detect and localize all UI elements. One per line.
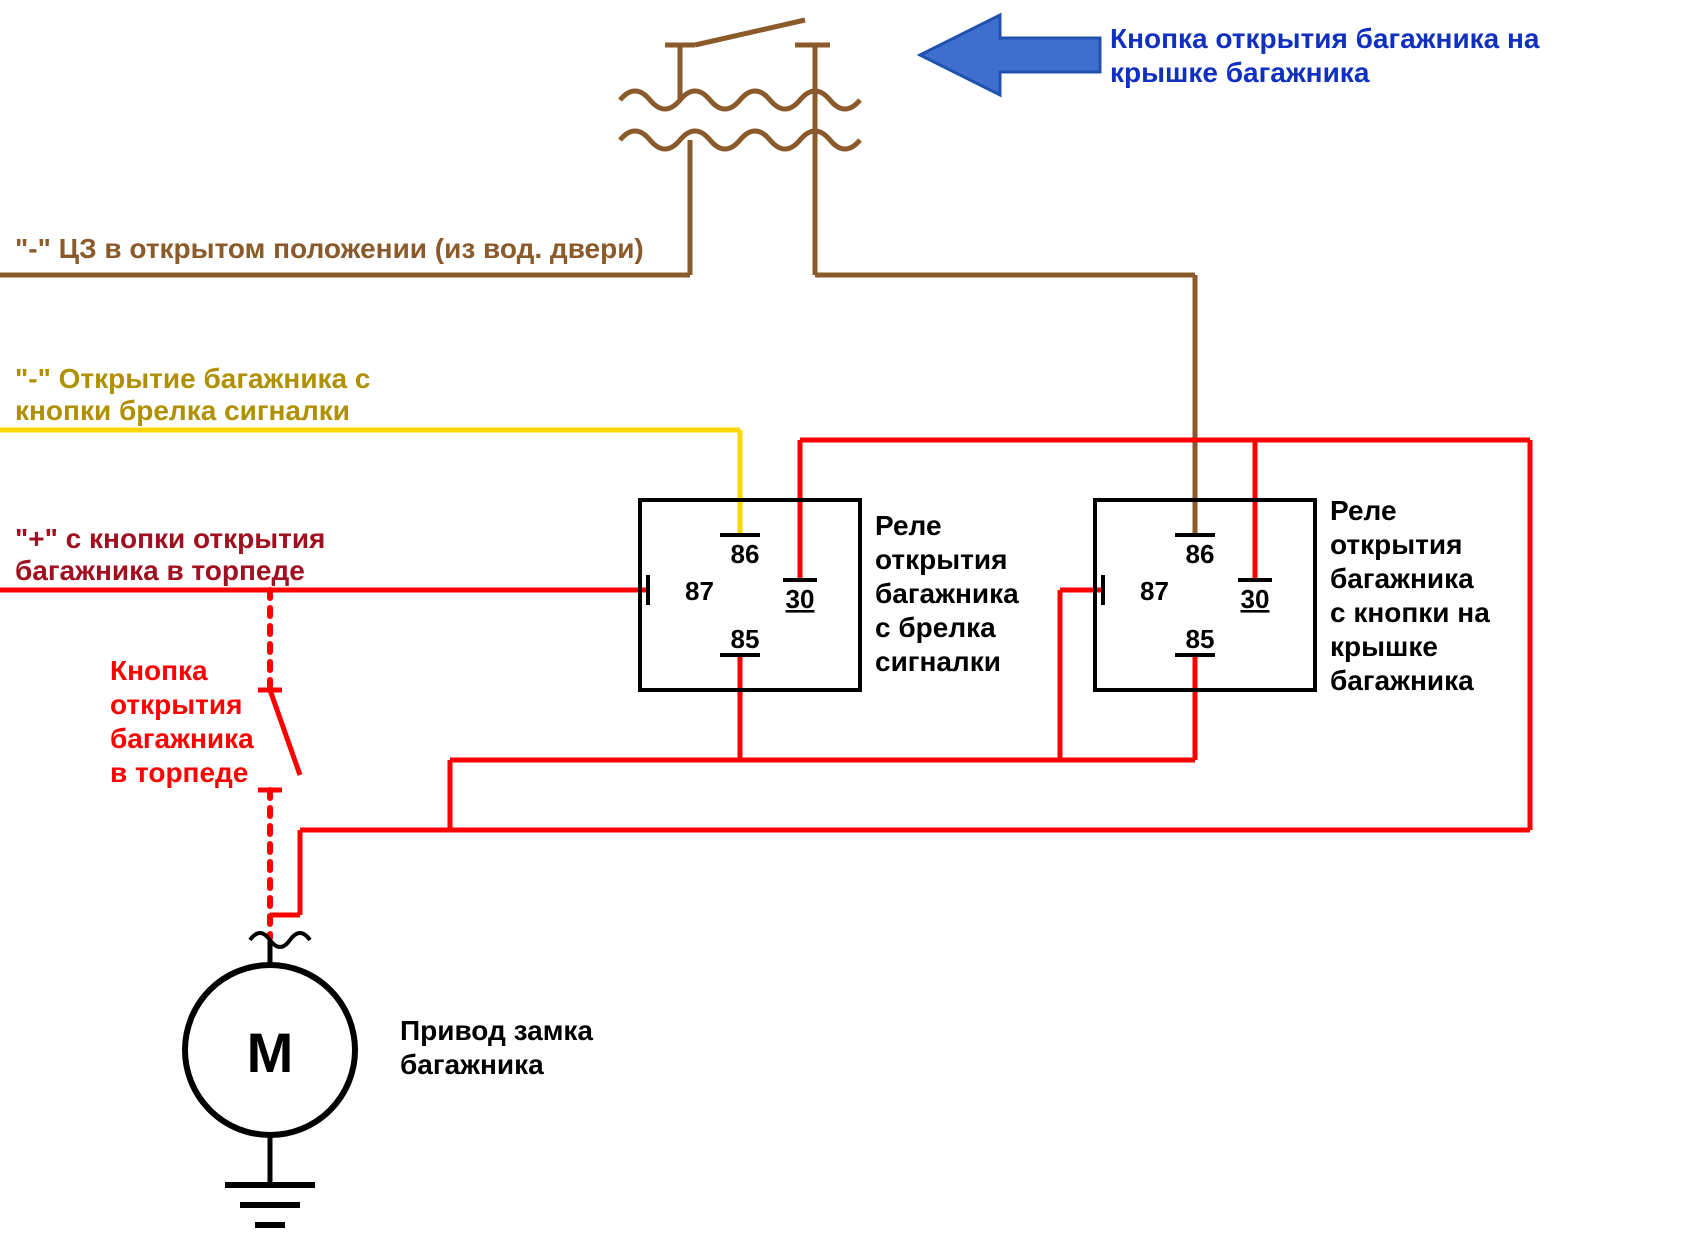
relay-right-box — [1095, 500, 1315, 690]
label-relay-right-l3: багажника — [1330, 563, 1474, 594]
relay-right-pin85: 85 — [1175, 624, 1215, 655]
relay-left-pin30-label: 30 — [786, 584, 815, 614]
label-relay-right-l5: крышке — [1330, 631, 1438, 662]
label-plus-button-l2: багажника в торпеде — [15, 555, 305, 586]
wavy-lower — [620, 131, 860, 149]
label-relay-left-l2: открытия — [875, 544, 1007, 575]
relay-left-pin86-label: 86 — [731, 539, 760, 569]
label-relay-right-l6: багажника — [1330, 665, 1474, 696]
label-dash-button-l4: в торпеде — [110, 757, 248, 788]
relay-left-pin85-label: 85 — [731, 624, 760, 654]
label-dash-button-l3: багажника — [110, 723, 254, 754]
arrow-blue — [920, 15, 1100, 95]
label-relay-right-l4: с кнопки на — [1330, 597, 1490, 628]
switch-dash-arm — [270, 690, 300, 775]
relay-right-pin30-label: 30 — [1241, 584, 1270, 614]
relay-left-pin86: 86 — [720, 535, 760, 569]
label-plus-button-l1: "+" с кнопки открытия — [15, 523, 325, 554]
label-trunk-lid-button-l1: Кнопка открытия багажника на — [1110, 23, 1540, 54]
label-relay-left-l5: сигналки — [875, 646, 1001, 677]
relay-left-pin30: 30 — [783, 580, 817, 614]
label-relay-left-l1: Реле — [875, 510, 942, 541]
label-dash-button-l1: Кнопка — [110, 655, 208, 686]
motor-fuse-wavy — [250, 933, 310, 947]
relay-right-pin86-label: 86 — [1186, 539, 1215, 569]
label-dash-button-l2: открытия — [110, 689, 242, 720]
relay-right-pin87: 87 — [1103, 575, 1169, 606]
label-alarm-open-l1: "-" Открытие багажника с — [15, 363, 370, 394]
relay-right-pin86: 86 — [1175, 535, 1215, 569]
wavy-upper — [620, 91, 860, 109]
relay-right-pin30: 30 — [1238, 580, 1272, 614]
label-relay-right-l2: открытия — [1330, 529, 1462, 560]
label-cz: "-" ЦЗ в открытом положении (из вод. две… — [15, 233, 644, 264]
label-motor-l1: Привод замка — [400, 1015, 593, 1046]
relay-right-pin87-label: 87 — [1140, 576, 1169, 606]
label-trunk-lid-button-l2: крышке багажника — [1110, 57, 1370, 88]
motor-letter: M — [247, 1021, 294, 1084]
diagram-canvas: 86 87 30 85 86 87 30 85 M — [0, 0, 1688, 1250]
relay-left-pin87-label: 87 — [685, 576, 714, 606]
relay-right-pin85-label: 85 — [1186, 624, 1215, 654]
switch-trunk-lid-arm — [695, 20, 805, 45]
label-alarm-open-l2: кнопки брелка сигналки — [15, 395, 350, 426]
label-relay-left-l4: с брелка — [875, 612, 996, 643]
relay-left-pin85: 85 — [720, 624, 760, 655]
label-motor-l2: багажника — [400, 1049, 544, 1080]
label-relay-left-l3: багажника — [875, 578, 1019, 609]
relay-left-box — [640, 500, 860, 690]
label-relay-right-l1: Реле — [1330, 495, 1397, 526]
relay-left-pin87: 87 — [648, 575, 714, 606]
